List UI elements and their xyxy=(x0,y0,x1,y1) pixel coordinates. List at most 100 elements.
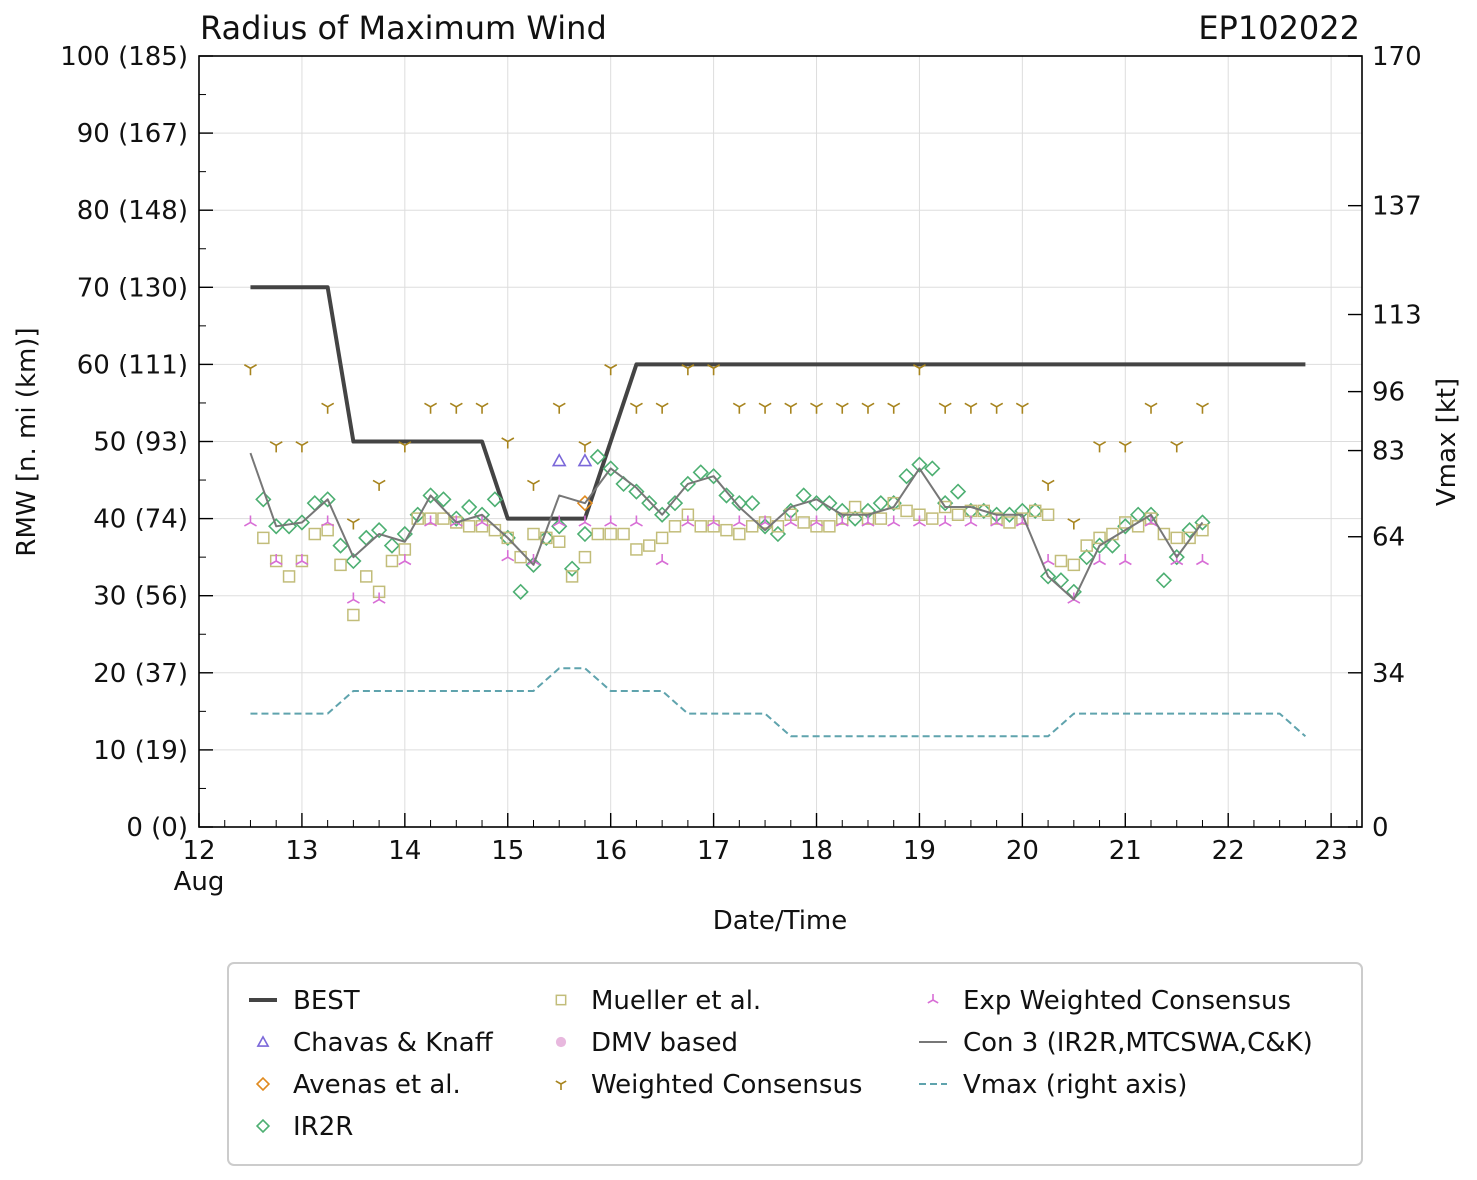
point-ir2r xyxy=(1039,568,1057,585)
point-mueller xyxy=(1170,531,1183,545)
point-weighted xyxy=(1015,402,1029,414)
point-exp xyxy=(501,550,515,562)
point-mueller xyxy=(604,527,617,541)
point-mueller xyxy=(282,570,296,583)
point-mueller xyxy=(462,520,476,533)
point-ir2r xyxy=(576,525,594,543)
point-ir2r xyxy=(692,464,709,481)
point-chavas xyxy=(577,453,593,467)
legend-box xyxy=(227,962,1363,1166)
point-mueller xyxy=(836,512,849,525)
point-weighted xyxy=(732,402,746,414)
x-tick-label: 17 xyxy=(697,836,730,866)
point-mueller xyxy=(437,512,450,525)
point-exp xyxy=(346,592,360,604)
point-weighted xyxy=(835,402,849,414)
point-mueller xyxy=(848,500,862,514)
point-exp xyxy=(552,515,566,527)
point-ir2r xyxy=(293,514,311,531)
point-ir2r xyxy=(846,510,864,527)
point-ir2r xyxy=(1117,518,1134,535)
point-weighted xyxy=(243,364,257,376)
point-ir2r xyxy=(1001,506,1018,523)
point-exp xyxy=(604,515,618,527)
legend-item-exp: Exp Weighted Consensus xyxy=(927,986,1291,1016)
point-weighted xyxy=(707,364,721,376)
x-tick-label: 13 xyxy=(285,836,318,866)
y-tick-label: 40 (74) xyxy=(93,505,188,535)
legend-swatch xyxy=(255,1076,271,1092)
legend-swatch xyxy=(256,1035,270,1047)
point-ir2r xyxy=(744,495,761,512)
point-weighted xyxy=(1041,479,1055,491)
point-ir2r xyxy=(705,468,722,485)
point-ir2r xyxy=(756,518,774,535)
point-weighted xyxy=(810,402,824,414)
point-exp xyxy=(835,515,849,527)
y-tick-label: 80 (148) xyxy=(77,196,188,226)
legend-item-best: BEST xyxy=(249,986,360,1016)
legend-label: Chavas & Knaff xyxy=(293,1028,494,1058)
point-weighted xyxy=(346,518,360,530)
point-mueller xyxy=(1041,508,1055,521)
point-mueller xyxy=(1067,558,1081,572)
y2-tick-label: 113 xyxy=(1372,301,1422,331)
point-mueller xyxy=(745,520,759,533)
point-mueller xyxy=(578,550,592,564)
x-month-label: Aug xyxy=(174,867,225,897)
y2-tick-label: 137 xyxy=(1372,192,1422,222)
point-weighted xyxy=(1144,402,1158,414)
point-ir2r xyxy=(1052,572,1070,589)
point-mueller xyxy=(1016,512,1029,525)
point-weighted xyxy=(552,402,566,414)
point-mueller xyxy=(385,554,399,568)
point-ir2r xyxy=(1027,502,1044,520)
point-weighted xyxy=(758,402,772,414)
legend-item-con3: Con 3 (IR2R,MTCSWA,C&K) xyxy=(919,1028,1313,1058)
point-mueller xyxy=(308,527,322,541)
point-weighted xyxy=(1067,518,1081,530)
point-exp xyxy=(629,515,643,527)
point-ir2r xyxy=(435,491,452,508)
point-ir2r xyxy=(383,537,401,554)
point-mueller xyxy=(668,520,682,533)
point-exp xyxy=(887,515,901,527)
point-ir2r xyxy=(358,529,375,547)
point-mueller xyxy=(874,512,888,525)
point-mueller xyxy=(643,539,656,552)
x-tick-label: 16 xyxy=(594,836,627,866)
y-axis-label: RMW [n. mi (km)] xyxy=(12,327,42,556)
point-ir2r xyxy=(898,468,915,485)
point-mueller xyxy=(1183,531,1196,545)
point-ir2r xyxy=(370,522,388,539)
legend-label: Vmax (right axis) xyxy=(963,1070,1187,1100)
point-ir2r xyxy=(718,487,735,504)
point-mueller xyxy=(527,527,540,541)
point-weighted xyxy=(604,364,618,376)
point-weighted xyxy=(321,402,335,414)
legend-label: Avenas et al. xyxy=(293,1070,461,1100)
point-ir2r xyxy=(924,460,941,477)
y-tick-label: 60 (111) xyxy=(77,350,188,380)
legend-item-ir2r: IR2R xyxy=(255,1112,353,1142)
point-mueller xyxy=(565,570,579,583)
legend-label: Con 3 (IR2R,MTCSWA,C&K) xyxy=(963,1028,1313,1058)
chart-title: Radius of Maximum Wind xyxy=(200,9,607,47)
point-exp xyxy=(861,515,875,527)
y-tick-label: 20 (37) xyxy=(93,659,188,689)
x-tick-label: 14 xyxy=(388,836,421,866)
point-ir2r xyxy=(306,495,323,512)
point-mueller xyxy=(887,496,900,510)
point-ir2r xyxy=(1181,522,1198,539)
series-exp xyxy=(243,515,1209,604)
point-mueller xyxy=(655,531,669,545)
point-mueller xyxy=(552,535,566,548)
legend-label: Mueller et al. xyxy=(591,986,761,1016)
point-mueller xyxy=(359,570,373,583)
storm-id: EP102022 xyxy=(1198,9,1360,47)
legend-swatch xyxy=(555,1080,567,1090)
legend-swatch xyxy=(555,994,567,1006)
point-mueller xyxy=(630,543,643,556)
point-ir2r xyxy=(332,537,349,554)
point-weighted xyxy=(990,402,1004,414)
